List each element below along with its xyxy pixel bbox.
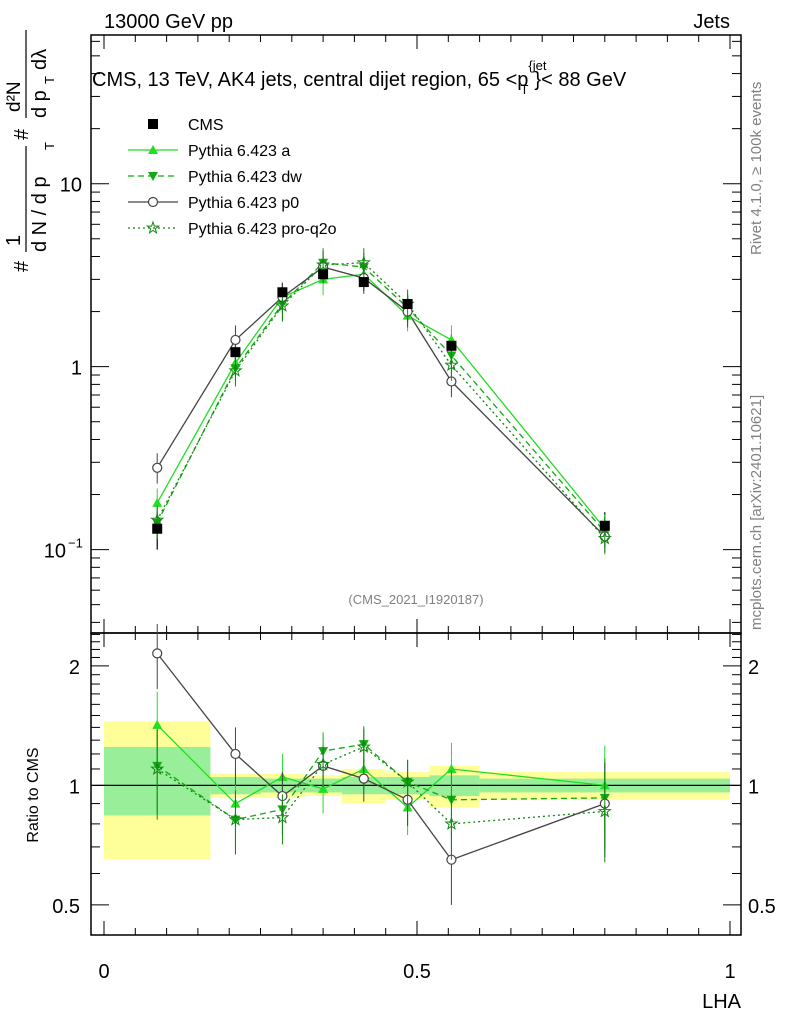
legend-marker-dw (148, 172, 158, 181)
point-cms-4 (358, 277, 369, 288)
point-ratio-q2o-6 (444, 816, 459, 830)
point-main-q2o-2 (275, 298, 290, 312)
y-label-hash: # (11, 260, 33, 272)
y-label-t1: T (42, 142, 57, 150)
y-tick-label-0: 10 (60, 175, 82, 197)
side-text-rivet: Rivet 4.1.0, ≥ 100k events (748, 82, 765, 255)
legend-marker-a (148, 145, 158, 154)
point-ratio-q2o-1 (228, 812, 243, 826)
x-tick-label-0: 0 (98, 961, 109, 983)
line-main-p0 (156, 266, 606, 537)
point-cms-6 (446, 340, 457, 351)
point-ratio-a-6 (446, 763, 457, 773)
point-ratio-a-3 (318, 783, 329, 793)
legend-marker-q2o (145, 220, 161, 235)
point-ratio-p0-1 (230, 748, 241, 760)
ratio-y-label: Ratio to CMS (25, 747, 42, 842)
point-main-p0-0 (152, 462, 163, 473)
y-label-d2n: d²N (4, 81, 25, 112)
header-left: 13000 GeV pp (104, 11, 233, 33)
line-main-q2o (156, 262, 606, 539)
ratio-tick-label-r-1: 1 (748, 776, 759, 798)
y-tick-label-1: 1 (71, 358, 82, 380)
ratio-plot-frame (90, 632, 742, 936)
point-ratio-q2o-3 (315, 756, 331, 771)
point-cms-7 (599, 520, 610, 531)
point-cms-0 (152, 523, 163, 534)
point-cms-2 (277, 287, 288, 298)
line-ratio-p0 (156, 653, 606, 861)
ratio-bands (91, 721, 741, 860)
line-ratio-q2o (156, 746, 605, 825)
ratio-tick-label-r-2: 0.5 (748, 896, 776, 918)
point-ratio-q2o-5 (400, 774, 415, 789)
ratio-tick-label-l-0: 2 (69, 657, 80, 679)
point-main-q2o-6 (444, 357, 459, 372)
point-ratio-a-0 (152, 719, 163, 729)
ratio-tick-label-l-2: 0.5 (52, 896, 80, 918)
x-tick-label-2: 1 (724, 961, 735, 983)
series-markers (150, 248, 612, 905)
point-ratio-q2o-4 (356, 739, 371, 754)
legend-label-q2o: Pythia 6.423 pro-q2o (188, 221, 337, 238)
legend-marker-cms (148, 119, 158, 129)
x-axis-label: LHA (702, 991, 742, 1013)
series-lines (156, 262, 606, 861)
y-label-hash2: # (11, 128, 33, 140)
point-main-q2o-4 (356, 255, 371, 269)
y-axis-label: # 1 d N / d p T # d²N d p T dλ (3, 30, 57, 272)
header-right: Jets (693, 11, 730, 33)
y-label-dpt: d p (29, 90, 51, 118)
legend-marker-p0 (147, 196, 159, 208)
point-ratio-p0-0 (152, 648, 163, 659)
point-main-p0-1 (230, 334, 241, 346)
point-main-a-0 (152, 497, 163, 507)
ratio-tick-label-l-1: 1 (69, 776, 80, 798)
legend-label-p0: Pythia 6.423 p0 (188, 195, 299, 212)
y-label-dlambda: dλ (29, 49, 51, 70)
legend: CMS Pythia 6.423 a Pythia 6.423 dw Pythia 6… (128, 117, 337, 238)
point-ratio-q2o-2 (275, 809, 290, 824)
y-tick-label-exp: −1 (68, 536, 83, 551)
x-tick-label-1: 0.5 (403, 961, 431, 983)
side-text-mcplots: mcplots.cern.ch [arXiv:2401.10621] (748, 395, 765, 630)
point-main-q2o-7 (597, 530, 612, 545)
point-main-q2o-3 (315, 257, 331, 271)
y-label-one: 1 (3, 235, 25, 246)
line-main-dw (156, 262, 606, 533)
point-ratio-q2o-7 (597, 803, 612, 818)
line-ratio-a (156, 724, 605, 809)
y-label-t2: T (42, 76, 57, 84)
point-main-q2o-0 (150, 512, 165, 527)
y-label-dn: d N / d p (29, 176, 51, 252)
line-main-a (156, 273, 606, 530)
legend-label-a: Pythia 6.423 a (188, 143, 290, 160)
point-ratio-q2o-0 (150, 761, 165, 776)
analysis-watermark: (CMS_2021_I1920187) (348, 592, 483, 607)
line-ratio-dw (156, 743, 605, 821)
point-cms-5 (402, 299, 413, 310)
legend-label-dw: Pythia 6.423 dw (188, 169, 302, 186)
point-cms-1 (230, 347, 241, 358)
point-cms-3 (318, 269, 329, 280)
plot-title: CMS, 13 TeV, AK4 jets, central dijet reg… (92, 58, 627, 97)
point-ratio-p0-4 (358, 773, 369, 784)
y-tick-label-2: 10 (44, 541, 66, 563)
point-main-q2o-1 (228, 363, 243, 377)
ratio-tick-label-r-0: 2 (748, 657, 759, 679)
legend-label-cms: CMS (188, 117, 224, 134)
